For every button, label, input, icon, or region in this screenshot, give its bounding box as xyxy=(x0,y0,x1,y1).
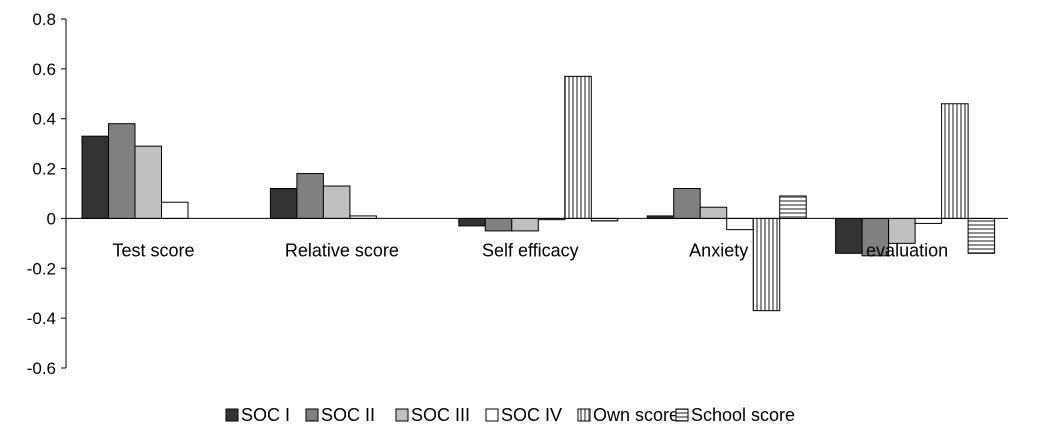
legend-label: SOC II xyxy=(321,405,375,425)
category-labels: Test score Relative score Self efficacy Anx… xyxy=(112,240,948,260)
y-axis: 0.8 0.6 0.4 0.2 0 -0.2 -0.4 -0.6 xyxy=(27,10,67,378)
y-tick-label: 0.8 xyxy=(32,10,56,29)
bar-soc-i-evaluation xyxy=(835,217,863,254)
legend-label: SOC III xyxy=(411,405,470,425)
legend-swatch xyxy=(577,408,591,422)
bar-soc-ii-self-efficacy xyxy=(484,217,513,232)
category-label: Anxiety xyxy=(689,240,748,260)
category-label: Test score xyxy=(112,240,194,260)
y-tick-label: 0 xyxy=(47,209,56,228)
bar-soc-iii-test-score xyxy=(134,145,162,219)
legend-label: SOC I xyxy=(241,405,290,425)
bar-soc-i-self-efficacy xyxy=(458,217,486,227)
bar-soc-ii-relative-score xyxy=(296,173,324,219)
legend-swatch xyxy=(225,408,239,422)
bars-group xyxy=(81,75,996,312)
bar-soc-iv-test-score xyxy=(161,201,189,219)
y-tick-label: 0.2 xyxy=(32,160,56,179)
bar-own-score-evaluation xyxy=(941,103,969,219)
bar-soc-i-relative-score xyxy=(269,188,298,219)
bar-soc-ii-evaluation xyxy=(861,217,890,257)
legend-swatch xyxy=(485,408,499,422)
y-tick-label: -0.4 xyxy=(27,309,56,328)
category-label: evaluation xyxy=(866,240,948,260)
legend-label: Own score xyxy=(593,405,679,425)
y-tick-label: 0.4 xyxy=(32,110,56,129)
bar-soc-i-test-score xyxy=(81,135,109,219)
y-tick-label: -0.2 xyxy=(27,259,56,278)
y-tick-label: -0.6 xyxy=(27,359,56,378)
legend-swatch xyxy=(675,408,689,422)
bar-school-score-anxiety xyxy=(779,195,807,219)
legend-swatch xyxy=(395,408,409,422)
bar-soc-iii-evaluation xyxy=(888,217,916,244)
bar-soc-ii-anxiety xyxy=(673,188,701,219)
legend-label: School score xyxy=(691,405,795,425)
y-tick-label: 0.6 xyxy=(32,60,56,79)
category-label: Self efficacy xyxy=(482,240,579,260)
bar-soc-iii-self-efficacy xyxy=(511,217,539,232)
bar-soc-iii-anxiety xyxy=(699,206,728,219)
bar-soc-iv-evaluation xyxy=(914,217,943,224)
bar-own-score-self-efficacy xyxy=(564,75,592,219)
bar-soc-ii-test-score xyxy=(108,123,136,219)
legend-label: SOC IV xyxy=(501,405,562,425)
bar-school-score-evaluation xyxy=(967,217,996,254)
category-label: Relative score xyxy=(285,240,399,260)
legend-swatch xyxy=(305,408,319,422)
bar-soc-iii-relative-score xyxy=(322,185,351,219)
bar-own-score-anxiety xyxy=(752,217,781,312)
legend: SOC I SOC II SOC III SOC IV Own score School … xyxy=(225,405,795,425)
bar-soc-iv-anxiety xyxy=(726,217,754,231)
